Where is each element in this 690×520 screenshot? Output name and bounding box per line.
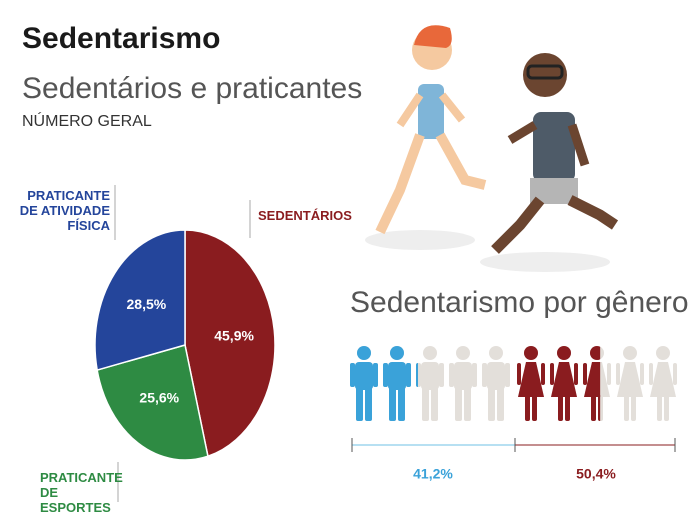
pie-slice [94,229,186,372]
slice-label: 45,9% [214,328,254,344]
legend-label: PRATICANTE DE ATIVIDADE FÍSICA [19,188,110,233]
figure-colored [550,346,578,421]
value-label: 41,2% [413,466,453,482]
slice-label: 25,6% [139,390,179,406]
pie-subtitle: NÚMERO GERAL [22,111,152,130]
runners-illustration [365,25,619,272]
figure [416,346,444,421]
figure-colored [517,346,545,421]
pie-slice [96,344,209,461]
figure [616,346,644,421]
pictogram-title: Sedentarismo por gênero [350,286,689,319]
figure-fill [517,346,601,421]
legend-label: SEDENTÁRIOS [258,208,352,223]
legend-label: PRATICANTE DE ESPORTES [40,470,123,515]
slice-label: 28,5% [127,296,167,312]
figure [482,346,510,421]
figure-colored [383,346,411,421]
figure-colored [350,346,378,421]
value-label: 50,4% [576,466,616,482]
figure [449,346,477,421]
pie-slice [184,229,276,458]
main-title: Sedentarismo [22,22,220,55]
pie-title: Sedentários e praticantes [22,72,362,105]
figure [649,346,677,421]
